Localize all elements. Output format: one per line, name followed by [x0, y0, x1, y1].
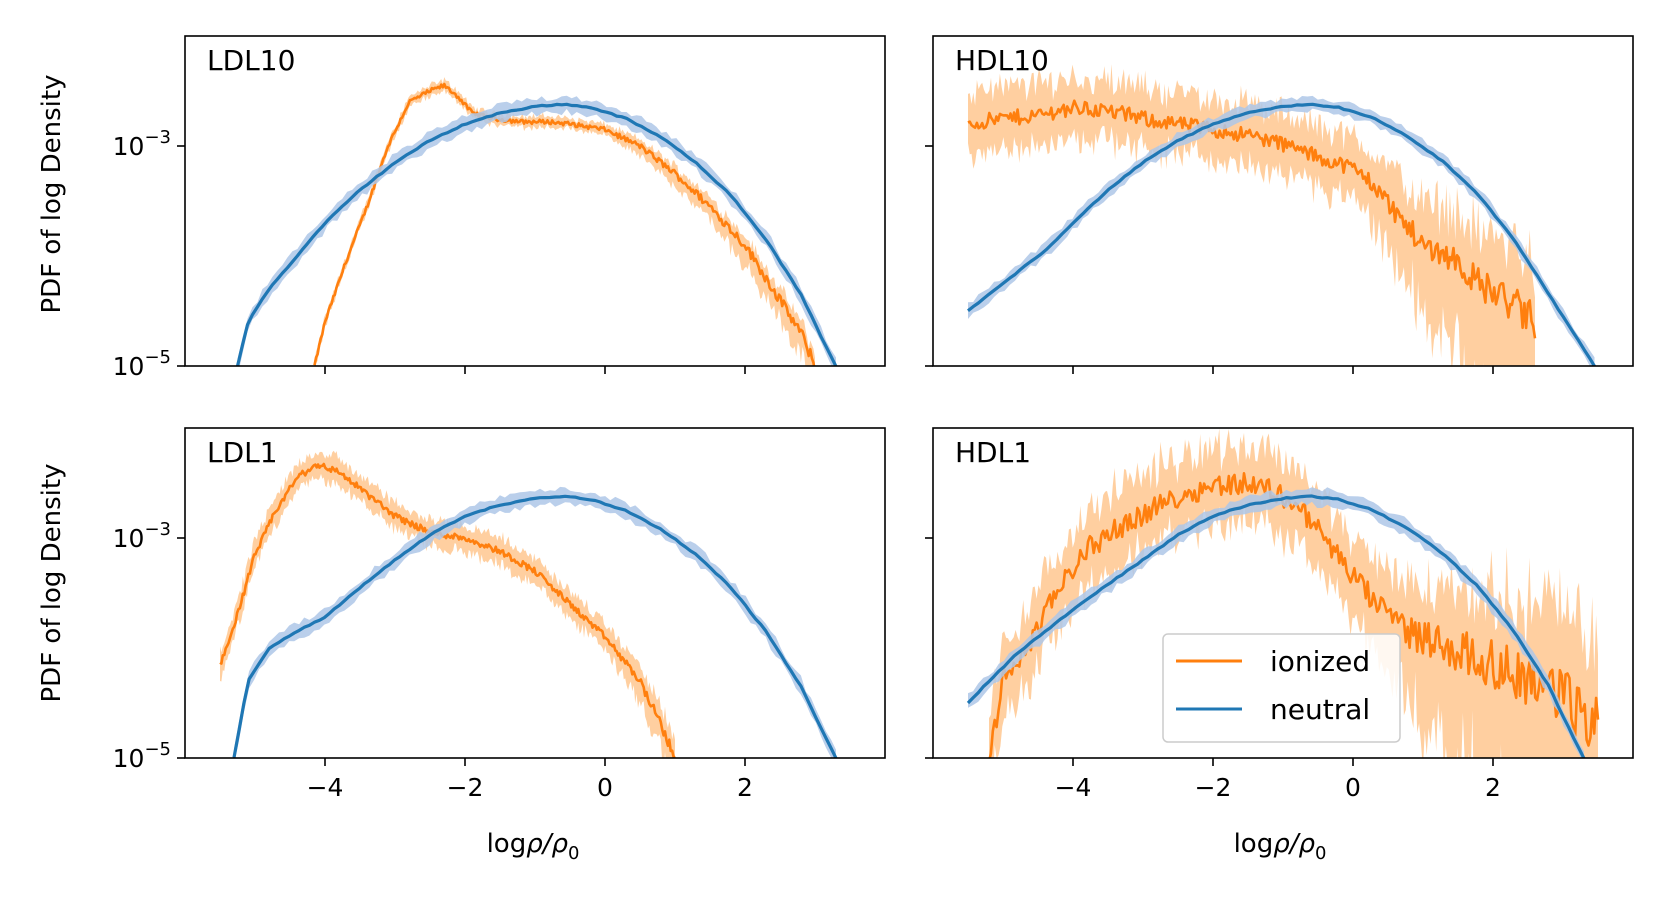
plot-area	[966, 428, 1600, 758]
neutral-line	[966, 494, 1586, 758]
plot-area	[219, 450, 838, 758]
ionized-band	[989, 428, 1598, 758]
x-tick-label: −4	[307, 773, 344, 802]
panel-hdl1: HDL1 −4 −2 0 2	[925, 427, 1634, 802]
x-tick-label: 0	[597, 773, 613, 802]
legend: ionized neutral	[1162, 633, 1401, 743]
y-tick-label: 10−5	[113, 347, 171, 381]
ionized-line	[988, 472, 1600, 758]
legend-label-neutral: neutral	[1270, 693, 1370, 726]
y-tick-label: 10−5	[113, 739, 171, 773]
axes-frame	[932, 35, 1634, 367]
panel-label: HDL10	[955, 44, 1049, 77]
x-tick-label: 0	[1345, 773, 1361, 802]
plot-area	[235, 77, 838, 366]
axes-frame	[184, 427, 886, 759]
plot-area	[967, 64, 1596, 366]
ionized-line	[313, 82, 816, 366]
panel-hdl10: HDL10	[925, 35, 1634, 374]
ionized-band	[314, 77, 815, 366]
y-axis-label-top: PDF of log Density	[37, 75, 67, 314]
panel-ldl10: LDL10 10−5 10−3	[113, 35, 886, 381]
ionized-band	[968, 64, 1535, 366]
x-tick-label: −2	[447, 773, 484, 802]
y-tick-label: 10−3	[113, 127, 171, 161]
neutral-band	[234, 486, 836, 758]
legend-label-ionized: ionized	[1270, 645, 1370, 678]
x-tick-label: 2	[1485, 773, 1501, 802]
x-tick-label: 2	[737, 773, 753, 802]
panel-label: LDL10	[207, 44, 295, 77]
x-axis-label-left: logρ/ρ0	[487, 829, 580, 864]
y-axis-label-bottom: PDF of log Density	[37, 464, 67, 703]
neutral-line	[232, 494, 838, 758]
axes-frame	[184, 35, 886, 367]
ionized-line	[967, 99, 1537, 339]
neutral-line	[967, 102, 1596, 366]
panel-ldl1: LDL1 −4 −2 0 2 10−5 10−3	[113, 427, 886, 802]
ionized-line	[219, 462, 676, 758]
x-tick-label: −2	[1195, 773, 1232, 802]
y-tick-label: 10−3	[113, 519, 171, 553]
neutral-line	[235, 102, 838, 366]
panel-label: HDL1	[955, 436, 1031, 469]
panel-label: LDL1	[207, 436, 278, 469]
x-axis-label-right: logρ/ρ0	[1234, 829, 1327, 864]
x-tick-label: −4	[1055, 773, 1092, 802]
neutral-band	[968, 95, 1595, 366]
axes-frame	[932, 427, 1634, 759]
